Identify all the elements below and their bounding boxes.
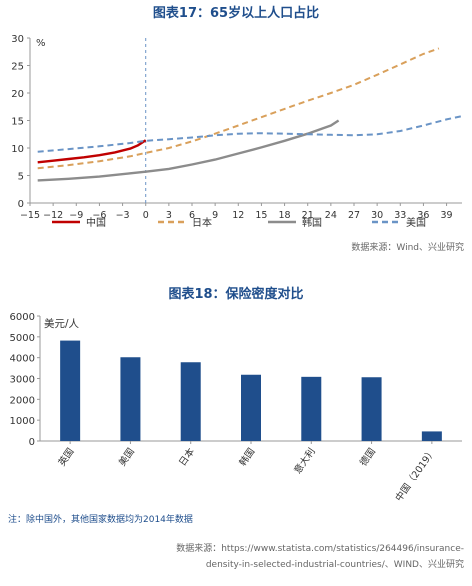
x-tick-label: 6: [189, 210, 195, 221]
y-tick-label: 4000: [10, 354, 35, 365]
bar-chart-bars: [60, 340, 442, 441]
line-chart-legend: 中国 日本 韩国 美国: [52, 216, 426, 229]
line-chart-series: [37, 47, 463, 182]
x-tick-label: 3: [166, 210, 172, 221]
y-tick-label: 2000: [10, 395, 35, 406]
x-tick-label: 15: [255, 210, 267, 221]
series-line-美国: [37, 115, 463, 153]
legend-label: 美国: [406, 216, 426, 229]
y-tick-label: 5: [18, 172, 24, 183]
x-tick-label: 德国: [357, 446, 378, 468]
y-tick-label: 1000: [10, 416, 35, 427]
y-tick-label: 15: [11, 117, 24, 128]
series-line-中国: [37, 139, 147, 164]
y-axis-unit: %: [36, 38, 46, 49]
x-tick-label: 0: [143, 210, 149, 221]
x-tick-label: 27: [348, 210, 360, 221]
legend-label: 中国: [86, 216, 106, 229]
series-line-韩国: [37, 119, 340, 182]
chart2-note: 注：除中国外，其他国家数据均为2014年数据: [8, 515, 193, 525]
x-tick-label: −9: [69, 210, 83, 221]
y-tick-label: 25: [11, 62, 24, 73]
x-tick-label: −3: [116, 210, 130, 221]
y-tick-label: 3000: [10, 375, 35, 386]
x-tick-label: 21: [302, 210, 314, 221]
x-tick-label: 39: [441, 210, 453, 221]
y-tick-label: 0: [29, 437, 35, 448]
y-tick-label: 20: [11, 89, 24, 100]
x-tick-label: 英国: [56, 446, 77, 468]
bar-英国: [60, 340, 81, 441]
legend-label: 韩国: [302, 216, 322, 229]
x-tick-label: 9: [212, 210, 218, 221]
x-tick-label: 韩国: [237, 446, 258, 468]
y-axis-unit: 美元/人: [44, 317, 80, 330]
y-tick-label: 6000: [10, 312, 35, 323]
y-tick-label: 0: [18, 199, 24, 210]
x-tick-label: 美国: [116, 446, 137, 468]
chart1-title: 图表17：65岁以上人口占比: [152, 6, 320, 21]
bar-日本: [180, 362, 201, 441]
x-tick-label: −12: [43, 210, 63, 221]
y-tick-label: 5000: [10, 333, 35, 344]
x-tick-label: −6: [92, 210, 106, 221]
legend-label: 日本: [192, 216, 212, 229]
bar-韩国: [241, 374, 261, 441]
chart2-source-line1: 数据来源：https://www.statista.com/statistics…: [176, 544, 464, 554]
x-tick-label: 24: [325, 210, 337, 221]
x-tick-label: −15: [20, 210, 40, 221]
x-tick-label: 33: [394, 210, 406, 221]
chart1-source: 数据来源：Wind、兴业研究: [351, 243, 464, 253]
chart2-source-line2: density-in-selected-industrial-countries…: [205, 560, 464, 570]
bar-chart: 0 1000 2000 3000 4000 5000 6000 美元/人英国 美国 日本 韩国 意大利…: [10, 312, 462, 504]
x-tick-label: 18: [279, 210, 291, 221]
series-line-日本: [37, 47, 440, 170]
x-tick-label: 中国（2019）: [393, 446, 438, 504]
bar-美国: [120, 357, 141, 441]
x-tick-label: 30: [371, 210, 383, 221]
y-tick-label: 10: [11, 144, 24, 155]
y-tick-label: 30: [11, 34, 24, 45]
x-tick-label: 12: [232, 210, 244, 221]
chart2-title: 图表18：保险密度对比: [168, 287, 304, 302]
x-tick-label: 36: [417, 210, 429, 221]
x-tick-label: 日本: [176, 445, 197, 468]
bar-意大利: [301, 376, 322, 441]
x-tick-label: 意大利: [292, 446, 318, 476]
bar-德国: [361, 377, 382, 441]
bar-中国（2019）: [421, 431, 442, 441]
